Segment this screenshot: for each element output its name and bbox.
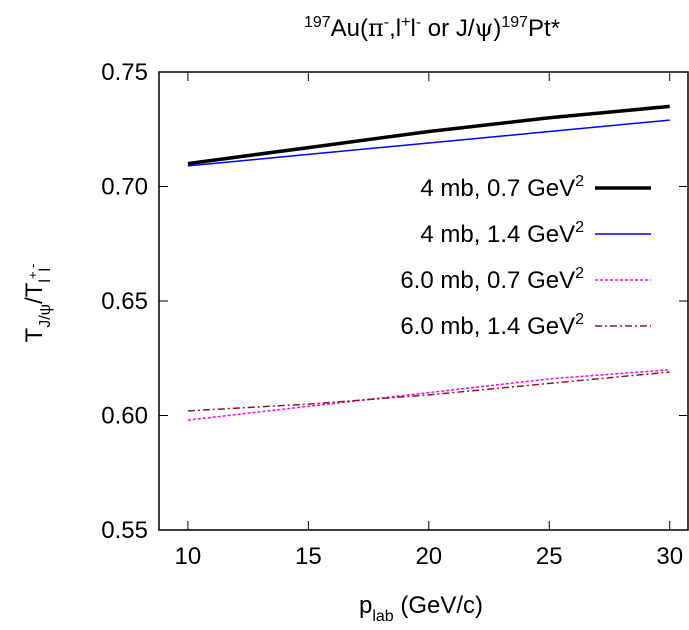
legend-label-1: 4 mb, 0.7 GeV2: [420, 173, 584, 202]
title-text-5: ): [493, 15, 501, 42]
chart-title: 197Au(π-,l+l- or J/ψ)197Pt*: [304, 14, 560, 42]
title-pi: π: [368, 14, 384, 42]
y-tick-label: 0.55: [101, 517, 148, 544]
y-label-slash: /T: [21, 282, 48, 304]
x-label-main: p: [359, 592, 372, 619]
y-label-sup2b: -: [25, 264, 40, 268]
title-text-3: l: [410, 15, 415, 42]
x-tick-label: 10: [175, 543, 202, 570]
x-tick-label: 30: [656, 543, 683, 570]
title-l-sup1: +: [401, 14, 410, 31]
y-label-sub2b: l: [37, 268, 54, 272]
x-axis-label: plab (GeV/c): [359, 592, 483, 625]
title-mass1: 197: [304, 14, 331, 31]
title-l-sup2: -: [416, 14, 421, 31]
title-text-2: ,l: [389, 15, 401, 42]
y-axis-label: TJ/ψ/Tl+l-: [21, 264, 54, 343]
y-tick-label: 0.60: [101, 403, 148, 430]
x-tick-label: 25: [536, 543, 563, 570]
x-label-sub: lab: [372, 608, 393, 625]
title-text-4: or J/: [421, 15, 475, 42]
y-label-T: T: [21, 327, 48, 342]
x-tick-label: 20: [415, 543, 442, 570]
legend-label-2: 4 mb, 1.4 GeV2: [420, 219, 584, 248]
title-psi: ψ: [474, 14, 493, 42]
legend-label-3: 6.0 mb, 0.7 GeV2: [400, 265, 584, 294]
x-label-rest: (GeV/c): [394, 592, 483, 619]
series-line-1: [187, 104, 670, 166]
series-line-2: [187, 119, 670, 167]
title-text-1: Au(: [331, 15, 368, 42]
series-line-3: [187, 368, 670, 421]
axes-layer: 10 15 20 25 30 0.55 0.60 0.65 0.70 0.75 4 mb, 0.7 …: [101, 59, 689, 570]
y-tick-label: 0.75: [101, 59, 148, 86]
y-label-sup2a: +: [25, 271, 40, 279]
y-label-sub1: J/ψ: [37, 304, 54, 328]
legend-label-4: 6.0 mb, 1.4 GeV2: [400, 311, 584, 340]
x-tick-label: 15: [295, 543, 322, 570]
series-line-4: [187, 371, 670, 412]
title-mass2: 197: [501, 14, 528, 31]
series-layer: [187, 104, 670, 421]
plot-frame: [158, 71, 689, 531]
y-label-sub2: l: [37, 279, 54, 283]
title-text-6: Pt*: [528, 15, 560, 42]
y-tick-label: 0.70: [101, 174, 148, 201]
title-pi-sup: -: [384, 14, 389, 31]
y-tick-label: 0.65: [101, 288, 148, 315]
